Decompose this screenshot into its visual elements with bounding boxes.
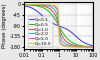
Y-axis label: Phase (degrees): Phase (degrees) bbox=[2, 3, 7, 48]
Q=0.1 bbox=[36, 10, 37, 11]
Line: Q=10.0: Q=10.0 bbox=[24, 4, 93, 47]
Q=0.5 bbox=[84, 46, 85, 47]
Q=0.1 bbox=[24, 5, 25, 6]
Q=0.1 bbox=[91, 45, 92, 46]
Line: Q=5.0: Q=5.0 bbox=[24, 4, 93, 47]
Q=0.1 bbox=[93, 45, 94, 46]
Line: Q=1.0: Q=1.0 bbox=[24, 5, 93, 47]
Q=0.1 bbox=[50, 22, 51, 23]
Q=5.0 bbox=[32, 4, 33, 5]
Q=2.0 bbox=[32, 4, 33, 5]
Line: Q=0.5: Q=0.5 bbox=[24, 5, 93, 47]
Q=0.5 bbox=[32, 5, 33, 6]
Q=5.0 bbox=[24, 4, 25, 5]
Line: Q=2.0: Q=2.0 bbox=[24, 4, 93, 47]
Q=1.0 bbox=[84, 46, 85, 47]
Q=5.0 bbox=[53, 6, 54, 7]
Q=0.5 bbox=[93, 46, 94, 47]
Legend: Q=0.1, Q=0.5, Q=1.0, Q=2.0, Q=5.0, Q=10.0: Q=0.1, Q=0.5, Q=1.0, Q=2.0, Q=5.0, Q=10.… bbox=[28, 16, 53, 47]
Q=5.0 bbox=[36, 4, 37, 5]
Q=10.0 bbox=[32, 4, 33, 5]
Q=1.0 bbox=[53, 12, 54, 13]
Q=1.0 bbox=[50, 9, 51, 10]
Q=10.0 bbox=[24, 4, 25, 5]
Q=0.5 bbox=[53, 17, 54, 18]
Q=10.0 bbox=[36, 4, 37, 5]
Q=2.0 bbox=[24, 4, 25, 5]
Q=0.5 bbox=[24, 4, 25, 5]
Q=10.0 bbox=[53, 5, 54, 6]
Q=0.5 bbox=[50, 13, 51, 14]
Q=1.0 bbox=[24, 4, 25, 5]
Line: Q=0.1: Q=0.1 bbox=[24, 6, 93, 46]
Q=0.1 bbox=[53, 23, 54, 24]
Q=1.0 bbox=[32, 4, 33, 5]
Q=0.1 bbox=[84, 42, 85, 43]
Q=0.5 bbox=[91, 46, 92, 47]
Q=0.5 bbox=[36, 5, 37, 6]
Q=2.0 bbox=[36, 4, 37, 5]
Q=5.0 bbox=[50, 5, 51, 6]
Q=0.1 bbox=[32, 8, 33, 9]
Q=2.0 bbox=[84, 46, 85, 47]
